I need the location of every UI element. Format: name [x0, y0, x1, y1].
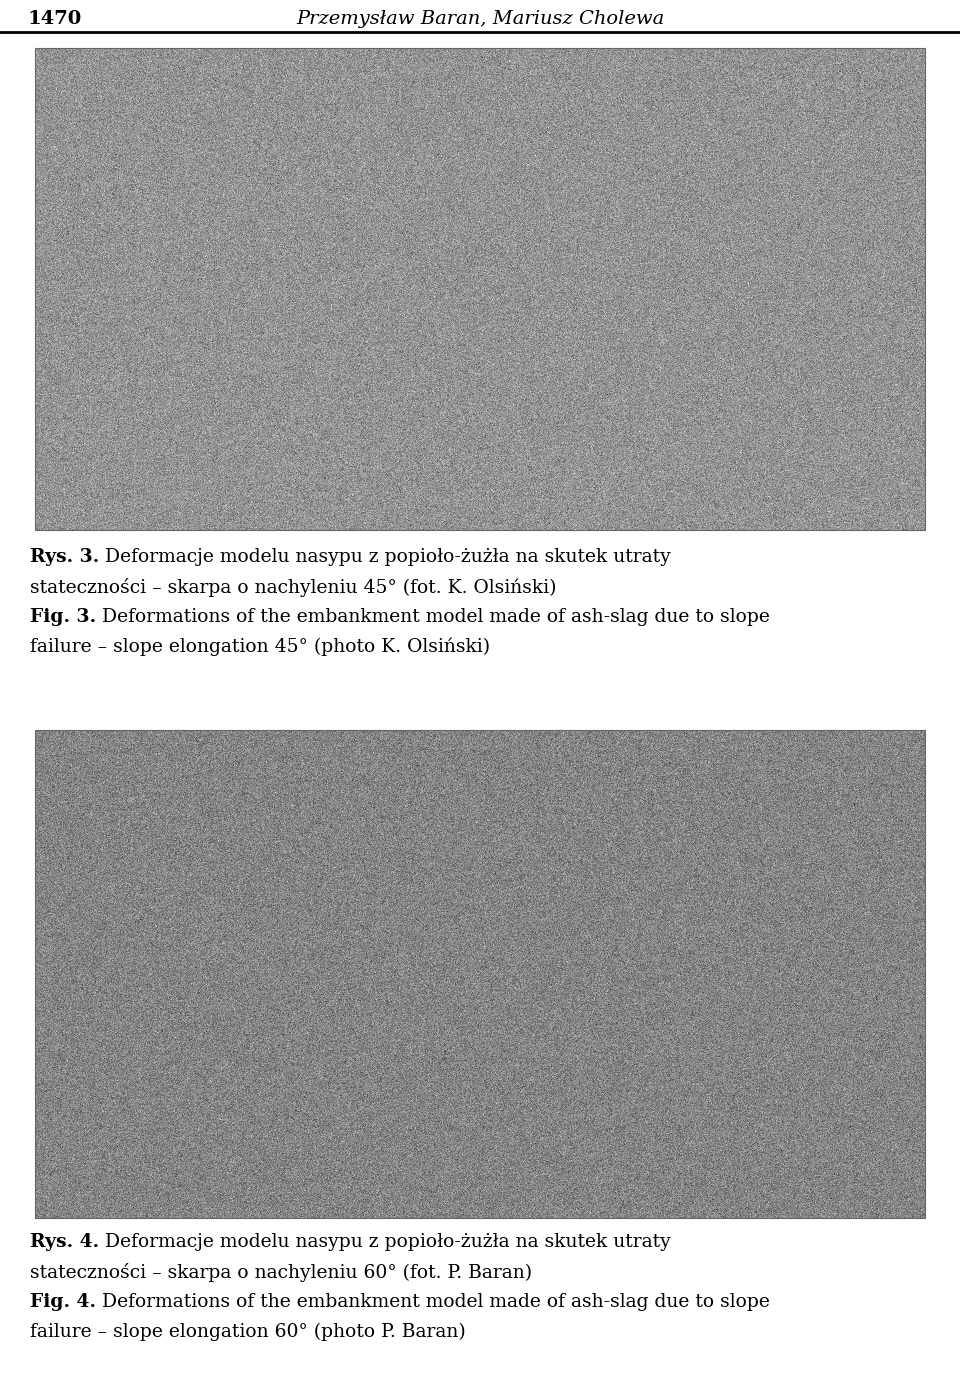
Text: Rys. 3.: Rys. 3.: [30, 548, 99, 566]
Text: Przemysław Baran, Mariusz Cholewa: Przemysław Baran, Mariusz Cholewa: [296, 10, 664, 28]
Text: Deformations of the embankment model made of ash-slag due to slope: Deformations of the embankment model mad…: [96, 1294, 770, 1310]
Text: 1470: 1470: [28, 10, 83, 28]
Text: Fig. 4.: Fig. 4.: [30, 1294, 96, 1310]
Text: Fig. 3.: Fig. 3.: [30, 608, 96, 626]
Text: stateczności – skarpa o nachyleniu 60° (fot. P. Baran): stateczności – skarpa o nachyleniu 60° (…: [30, 1263, 532, 1282]
Text: Deformations of the embankment model made of ash-slag due to slope: Deformations of the embankment model mad…: [96, 608, 770, 626]
Text: Rys. 4.: Rys. 4.: [30, 1234, 99, 1250]
Text: failure – slope elongation 45° (photo K. Olsiński): failure – slope elongation 45° (photo K.…: [30, 638, 491, 657]
Bar: [35, 47, 925, 530]
Text: Deformacje modelu nasypu z popioło-żużła na skutek utraty: Deformacje modelu nasypu z popioło-żużła…: [99, 548, 671, 566]
Text: Deformacje modelu nasypu z popioło-żużła na skutek utraty: Deformacje modelu nasypu z popioło-żużła…: [99, 1234, 671, 1250]
Text: failure – slope elongation 60° (photo P. Baran): failure – slope elongation 60° (photo P.…: [30, 1323, 466, 1341]
Bar: [35, 730, 925, 1218]
Text: stateczności – skarpa o nachyleniu 45° (fot. K. Olsiński): stateczności – skarpa o nachyleniu 45° (…: [30, 579, 557, 597]
